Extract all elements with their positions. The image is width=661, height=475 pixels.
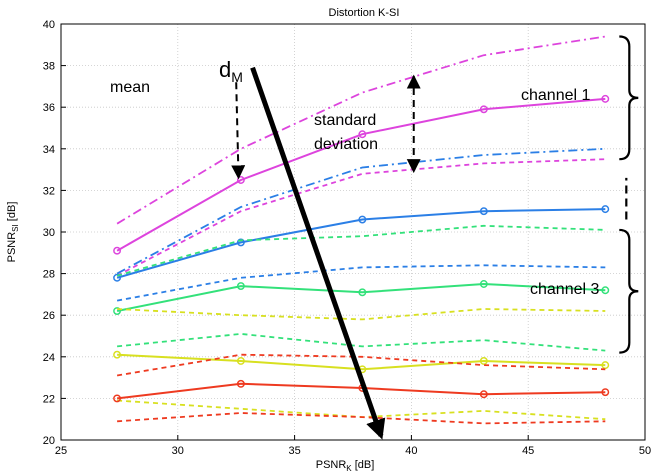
- y-tick-label: 20: [43, 435, 55, 447]
- series-13-point: [113, 394, 122, 403]
- y-axis-label-main: PSNR: [6, 232, 18, 263]
- y-tick-label: 30: [43, 227, 55, 239]
- series-7-point: [601, 286, 610, 295]
- x-axis-label-unit: [dB]: [352, 459, 375, 471]
- std-deviation-label-line1: standard: [314, 112, 376, 129]
- y-tick-label: 36: [43, 102, 55, 114]
- y-tick-label: 22: [43, 393, 55, 405]
- y-axis-label-sub: SI: [11, 224, 20, 232]
- series-4-point: [479, 207, 488, 216]
- series-line-3: [116, 158, 606, 277]
- series-layer: [113, 35, 610, 425]
- annotations: mean standard deviation dM channel 1 cha…: [110, 35, 639, 440]
- series-4-point: [236, 238, 245, 247]
- series-line-1: [116, 97, 606, 252]
- series-7-point: [113, 307, 122, 315]
- series-line-2: [116, 35, 606, 225]
- y-tick-label: 34: [43, 144, 55, 156]
- series-line-9: [117, 332, 606, 352]
- x-tick-label: 25: [55, 445, 67, 457]
- series-10-point: [479, 357, 488, 365]
- y-axis-label: PSNRSI [dB]: [6, 202, 20, 263]
- channel-3-label: channel 3: [530, 281, 599, 298]
- series-10-point: [113, 350, 122, 359]
- x-tick-label: 50: [639, 445, 651, 457]
- x-tick-label: 30: [172, 445, 184, 457]
- series-13-point: [601, 388, 610, 397]
- chart-title: Distortion K-SI: [329, 7, 400, 19]
- x-axis-label-main: PSNR: [316, 459, 347, 471]
- series-line-5: [116, 147, 606, 275]
- series-1-point: [601, 94, 610, 103]
- series-line-11: [117, 308, 606, 321]
- mean-arrow: [231, 82, 246, 180]
- axis-ticks: 25 30 35 40 45 50 20 22 24 26 28 30 32 34 36 38 40: [43, 19, 651, 457]
- x-tick-label: 40: [405, 445, 417, 457]
- series-7-point: [358, 288, 367, 297]
- series-line-4: [116, 208, 606, 279]
- dm-arrow: [250, 66, 386, 440]
- series-line-6: [116, 264, 606, 302]
- series-4-point: [113, 273, 122, 282]
- series-13-point: [479, 390, 488, 399]
- series-13-point: [236, 379, 245, 388]
- series-1-point: [479, 105, 488, 114]
- series-4-point: [601, 205, 610, 214]
- x-tick-label: 45: [522, 445, 534, 457]
- series-line-14: [116, 353, 606, 377]
- series-line-15: [117, 412, 606, 425]
- series-line-8: [116, 224, 606, 277]
- series-line-7: [116, 282, 606, 312]
- channel-3-brace: [619, 228, 639, 354]
- series-1-point: [358, 130, 367, 139]
- series-10-point: [236, 357, 245, 365]
- mean-label: mean: [110, 79, 150, 96]
- channel-1-brace: [619, 35, 639, 161]
- series-line-10: [117, 353, 606, 371]
- dm-label-main: d: [219, 57, 231, 82]
- series-7-point: [479, 280, 488, 288]
- y-tick-label: 40: [43, 19, 55, 31]
- channel-1-label: channel 1: [521, 87, 590, 104]
- series-7-point: [236, 282, 245, 291]
- y-tick-label: 24: [43, 352, 55, 364]
- x-axis-label: PSNRK [dB]: [316, 459, 375, 473]
- std-deviation-label-line2: deviation: [314, 136, 378, 153]
- dm-label-sub: M: [231, 69, 243, 85]
- x-tick-label: 35: [288, 445, 300, 457]
- y-tick-label: 26: [43, 310, 55, 322]
- dm-label: dM: [219, 57, 243, 85]
- series-10-point: [601, 361, 610, 370]
- y-tick-label: 38: [43, 61, 55, 73]
- series-4-point: [358, 215, 367, 224]
- y-axis-label-unit: [dB]: [6, 202, 18, 225]
- series-1-point: [113, 246, 122, 255]
- y-tick-label: 32: [43, 185, 55, 197]
- y-tick-label: 28: [43, 269, 55, 281]
- x-axis-label-sub: K: [346, 464, 352, 473]
